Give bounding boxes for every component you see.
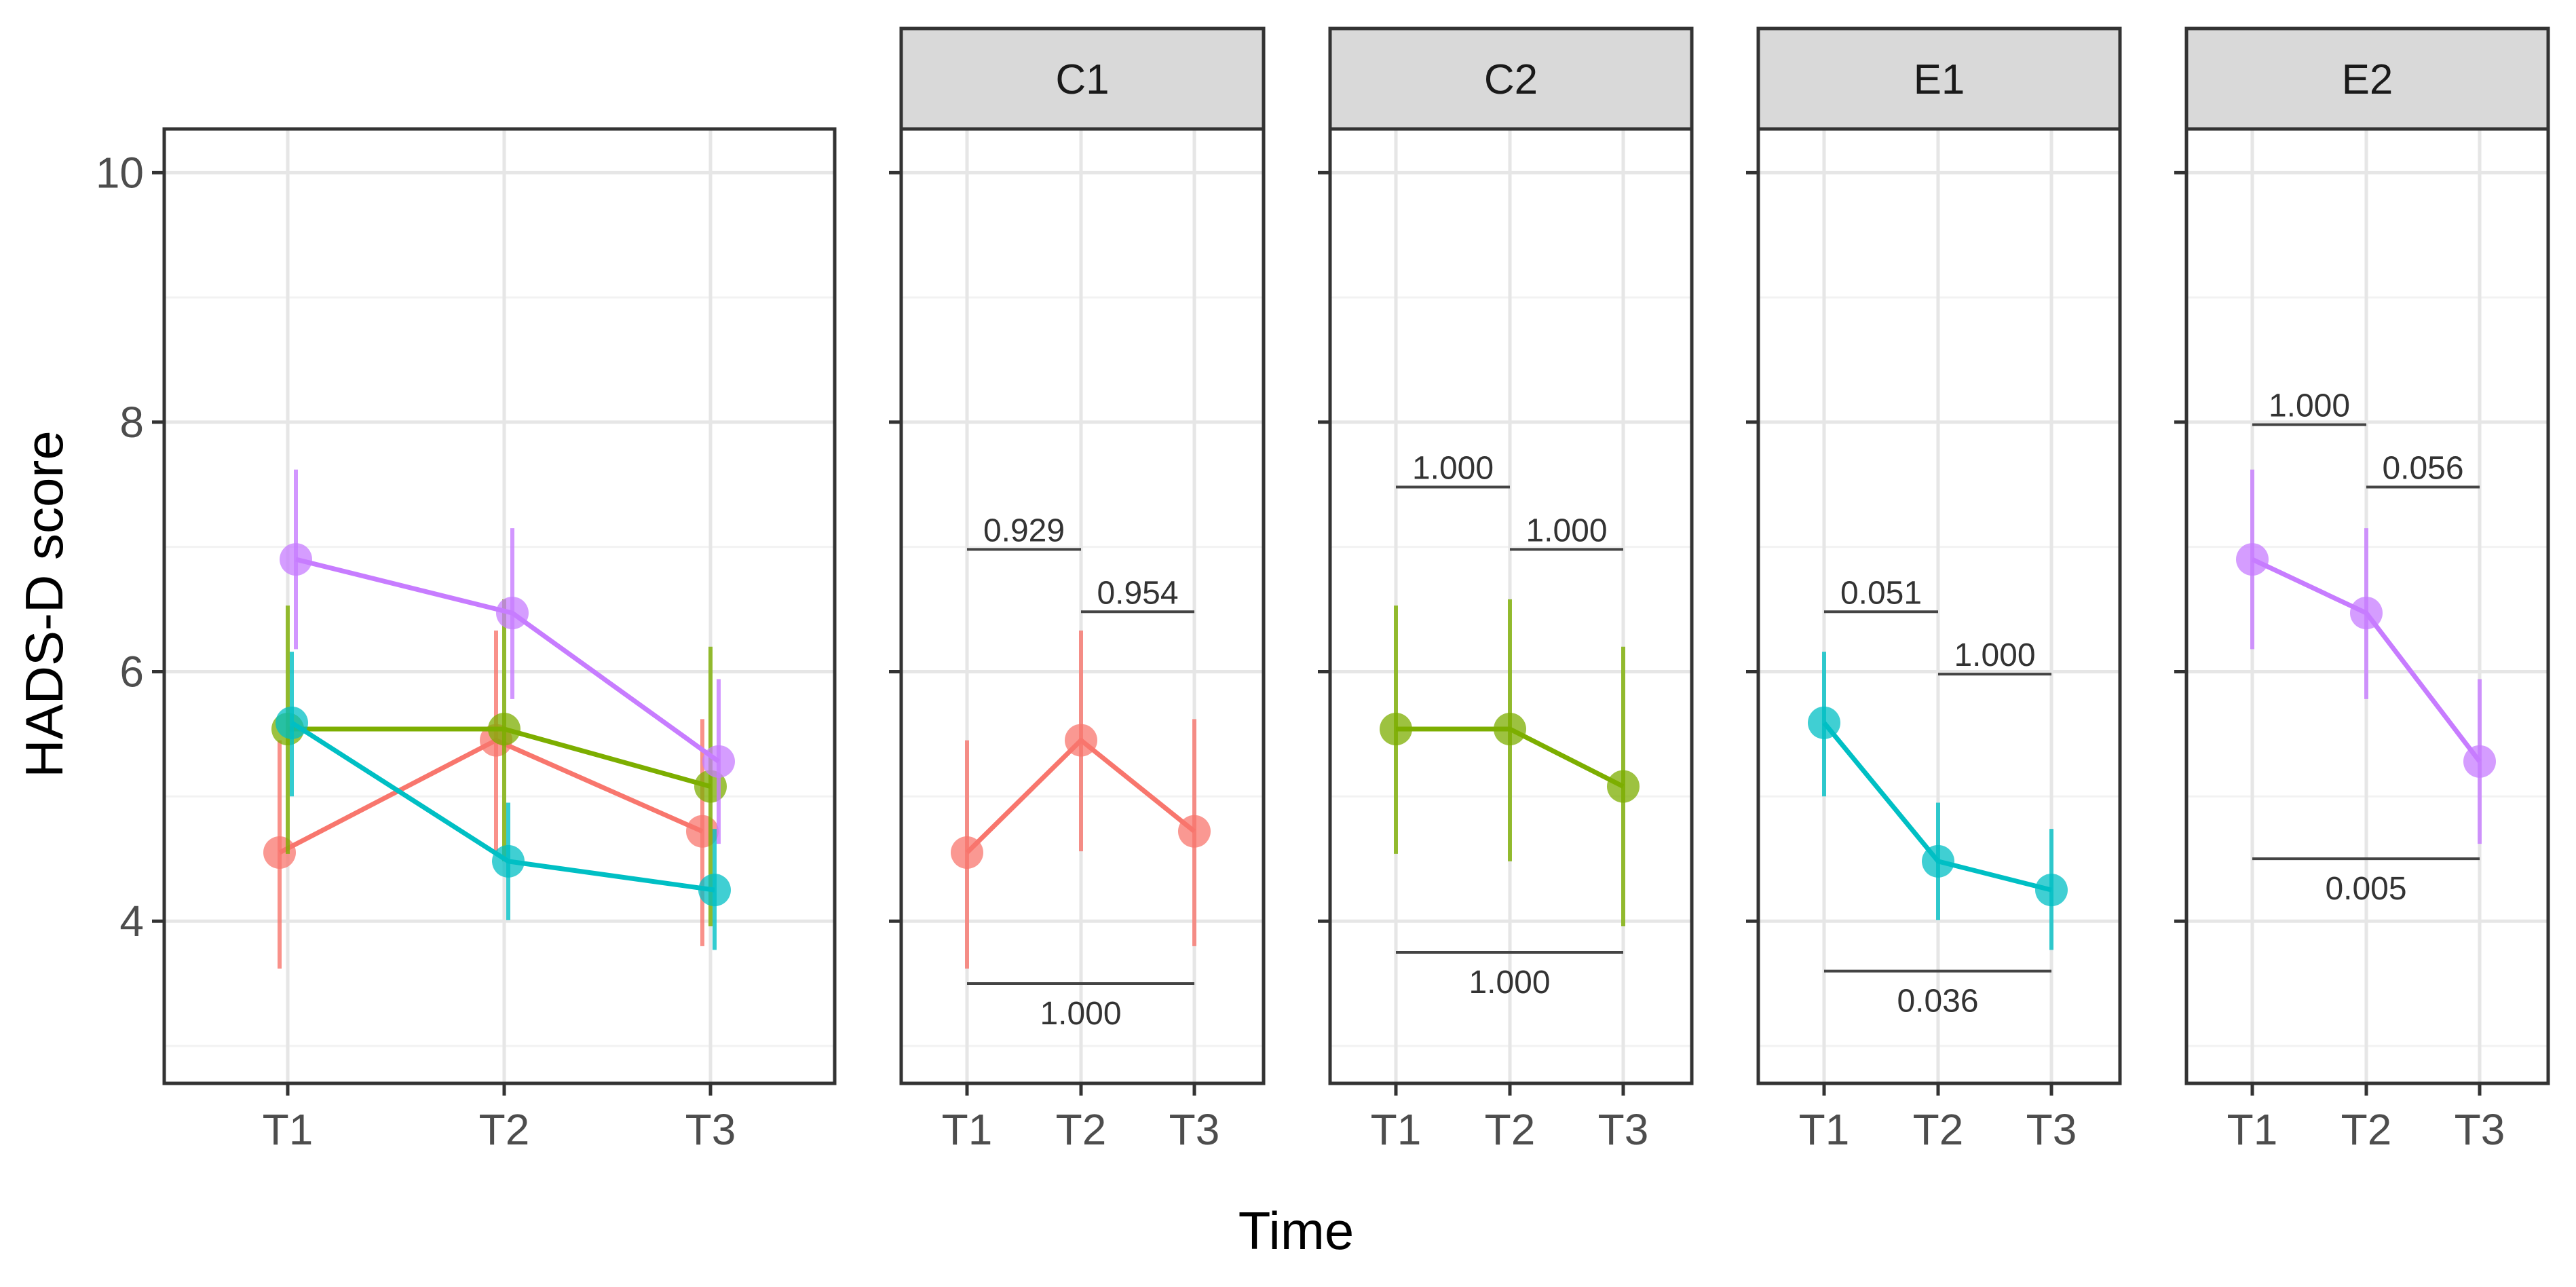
text-layer: 4 6 8 10 T1 T2 T3 C1 T1 T2 T3 0.929 0.954 1.000 C2 T1 T2… — [96, 56, 2505, 1154]
y-tick-label: 8 — [119, 398, 144, 447]
p-value-label: 0.056 — [2382, 450, 2463, 486]
x-tick-label: T3 — [2455, 1105, 2505, 1154]
x-axis-title: Time — [1238, 1201, 1354, 1261]
p-value-label: 1.000 — [2269, 388, 2350, 424]
x-tick-label: T3 — [1169, 1105, 1220, 1154]
p-value-label: 1.000 — [1469, 965, 1550, 1001]
data-layer — [263, 423, 2496, 985]
data-point — [488, 713, 520, 746]
series-c1 — [951, 630, 1211, 969]
data-point — [1922, 844, 1954, 878]
y-tick-label: 6 — [119, 647, 144, 696]
facet-strip — [1328, 26, 1694, 131]
x-tick-label: T2 — [1913, 1105, 1964, 1154]
x-tick-label: T1 — [942, 1105, 993, 1154]
data-point — [492, 844, 525, 878]
series-e2 — [280, 469, 735, 844]
data-point — [2463, 745, 2496, 778]
facet-strip — [899, 26, 1266, 131]
facet-strip-label: E2 — [2342, 56, 2393, 103]
y-tick-label: 4 — [119, 897, 144, 946]
data-point — [263, 836, 296, 869]
facet-strip-label: C2 — [1484, 56, 1538, 103]
x-tick-label: T2 — [1485, 1105, 1536, 1154]
p-value-label: 1.000 — [1526, 512, 1607, 548]
data-point — [2350, 597, 2383, 630]
p-value-label: 0.929 — [983, 512, 1065, 548]
data-point — [1607, 770, 1640, 803]
x-tick-label: T2 — [2341, 1105, 2392, 1154]
x-tick-label: T2 — [1056, 1105, 1107, 1154]
p-value-label: 0.051 — [1840, 575, 1922, 611]
series-e1 — [276, 652, 731, 950]
series-e1 — [1808, 652, 2068, 950]
facet-strip — [1756, 26, 2122, 131]
data-point — [1065, 724, 1097, 757]
series-e2 — [2236, 469, 2496, 844]
x-tick-label: T3 — [1598, 1105, 1649, 1154]
facet-strip-label: E1 — [1914, 56, 1965, 103]
p-value-label: 0.954 — [1097, 575, 1178, 611]
data-point — [1494, 713, 1526, 746]
y-tick-label: 10 — [96, 148, 144, 197]
facet-strip — [2184, 26, 2550, 131]
p-value-label: 0.036 — [1897, 984, 1978, 1020]
x-tick-label: T1 — [1371, 1105, 1422, 1154]
data-point — [702, 745, 735, 778]
x-tick-label: T1 — [1799, 1105, 1850, 1154]
p-value-label: 1.000 — [1040, 996, 1121, 1032]
x-tick-label: T3 — [685, 1105, 736, 1154]
data-point — [2236, 543, 2269, 576]
data-point — [280, 543, 312, 576]
x-tick-label: T1 — [263, 1105, 314, 1154]
data-point — [2035, 874, 2068, 907]
data-point — [1808, 706, 1840, 739]
data-point — [951, 836, 983, 869]
x-tick-label: T3 — [2026, 1105, 2077, 1154]
panel-layer — [152, 26, 2550, 1096]
y-axis-title: HADS-D score — [14, 430, 74, 777]
facet-strip-label: C1 — [1055, 56, 1109, 103]
x-tick-label: T2 — [479, 1105, 530, 1154]
data-point — [276, 706, 308, 739]
data-point — [1178, 815, 1211, 848]
series-c2 — [1380, 599, 1640, 927]
p-value-label: 1.000 — [1412, 450, 1494, 486]
p-value-label: 0.005 — [2325, 871, 2406, 907]
data-point — [496, 597, 529, 630]
x-tick-label: T1 — [2227, 1105, 2278, 1154]
data-point — [698, 874, 731, 907]
panel-border — [162, 127, 837, 1085]
p-value-label: 1.000 — [1954, 637, 2035, 673]
data-point — [1380, 713, 1412, 746]
